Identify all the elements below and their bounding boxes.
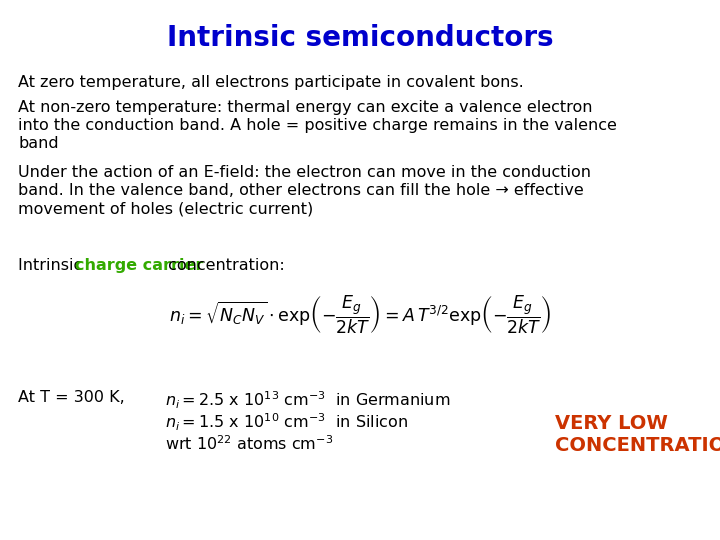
- Text: charge carrier: charge carrier: [75, 258, 203, 273]
- Text: CONCENTRATIONS !!!: CONCENTRATIONS !!!: [555, 436, 720, 455]
- Text: concentration:: concentration:: [163, 258, 284, 273]
- Text: At non-zero temperature: thermal energy can excite a valence electron
into the c: At non-zero temperature: thermal energy …: [18, 100, 617, 151]
- Text: Intrinsic: Intrinsic: [18, 258, 87, 273]
- Text: $n_i  =  \sqrt{N_C N_V}\cdot\exp\!\left(-\dfrac{E_g}{2kT}\right)  =  A\,T^{3/2}\: $n_i = \sqrt{N_C N_V}\cdot\exp\!\left(-\…: [169, 294, 551, 336]
- Text: wrt $10^{22}$ atoms cm$^{-3}$: wrt $10^{22}$ atoms cm$^{-3}$: [165, 434, 333, 453]
- Text: VERY LOW: VERY LOW: [555, 414, 668, 433]
- Text: $n_i = 1.5$ x $10^{10}$ cm$^{-3}$  in Silicon: $n_i = 1.5$ x $10^{10}$ cm$^{-3}$ in Sil…: [165, 412, 408, 434]
- Text: Under the action of an E-field: the electron can move in the conduction
band. In: Under the action of an E-field: the elec…: [18, 165, 591, 216]
- Text: At T = 300 K,: At T = 300 K,: [18, 390, 125, 405]
- Text: Intrinsic semiconductors: Intrinsic semiconductors: [167, 24, 553, 52]
- Text: $n_i = 2.5$ x $10^{13}$ cm$^{-3}$  in Germanium: $n_i = 2.5$ x $10^{13}$ cm$^{-3}$ in Ger…: [165, 390, 450, 411]
- Text: At zero temperature, all electrons participate in covalent bons.: At zero temperature, all electrons parti…: [18, 75, 523, 90]
